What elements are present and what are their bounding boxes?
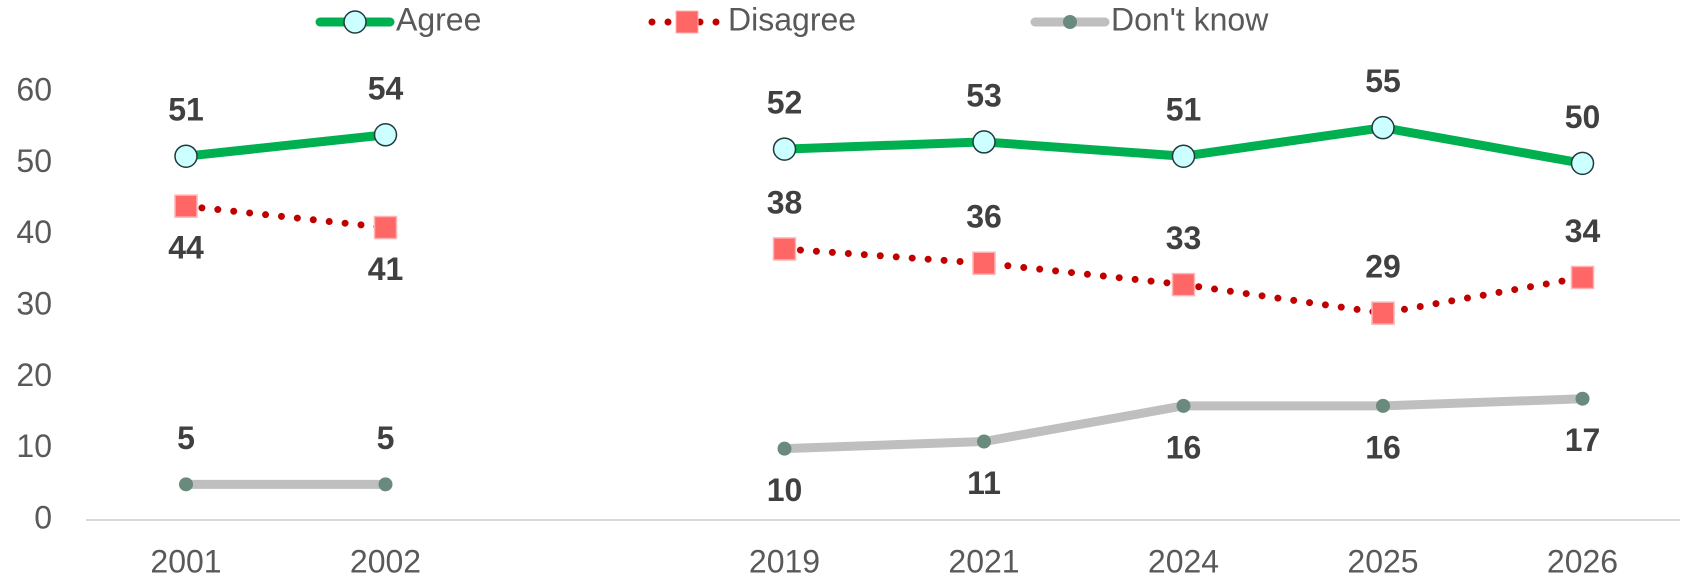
data-label: 5 <box>377 420 395 456</box>
legend-marker <box>1063 15 1077 29</box>
data-label: 54 <box>368 70 404 106</box>
data-label: 44 <box>168 230 204 266</box>
marker <box>1176 398 1191 413</box>
series-line <box>182 202 389 232</box>
data-label: 16 <box>1166 429 1202 465</box>
y-tick-label: 10 <box>16 428 52 464</box>
x-tick-label: 2024 <box>1148 543 1219 579</box>
marker <box>179 477 193 492</box>
data-label: 34 <box>1565 213 1601 249</box>
x-tick-label: 2002 <box>350 543 421 579</box>
marker <box>772 137 797 161</box>
data-label: 41 <box>368 251 404 287</box>
marker <box>772 237 797 261</box>
data-label: 11 <box>967 465 1001 501</box>
marker <box>1171 272 1196 297</box>
y-tick-label: 20 <box>16 357 52 393</box>
y-tick-label: 50 <box>16 143 52 179</box>
marker <box>777 441 792 456</box>
marker <box>378 477 393 492</box>
marker <box>174 194 198 218</box>
data-label: 50 <box>1565 99 1601 135</box>
data-label: 10 <box>767 472 803 508</box>
legend-label: Agree <box>396 1 481 37</box>
data-label: 29 <box>1365 249 1401 285</box>
x-tick-label: 2001 <box>150 543 221 579</box>
y-tick-label: 60 <box>16 71 52 107</box>
marker <box>373 123 398 147</box>
marker <box>1371 301 1395 325</box>
data-label: 53 <box>966 77 1002 113</box>
marker <box>1575 391 1590 406</box>
data-label: 55 <box>1365 63 1401 99</box>
marker <box>1376 398 1390 413</box>
data-label: 38 <box>767 184 803 220</box>
x-tick-label: 2019 <box>749 543 820 579</box>
data-label: 16 <box>1365 429 1401 465</box>
data-label: 51 <box>168 92 204 128</box>
x-tick-label: 2026 <box>1547 543 1618 579</box>
marker <box>1570 151 1595 176</box>
y-tick-label: 0 <box>34 499 52 535</box>
legend-marker <box>343 10 367 34</box>
legend-label: Disagree <box>728 1 856 37</box>
marker <box>1570 265 1595 290</box>
marker <box>977 434 991 449</box>
legend-marker <box>675 10 699 34</box>
data-label: 17 <box>1565 422 1601 458</box>
x-tick-label: 2021 <box>948 543 1019 579</box>
data-label: 33 <box>1166 220 1202 256</box>
data-label: 5 <box>177 420 195 456</box>
marker <box>972 251 996 275</box>
series-line <box>181 130 390 161</box>
y-tick-label: 30 <box>16 285 52 321</box>
y-tick-label: 40 <box>16 214 52 250</box>
marker <box>1171 144 1196 168</box>
marker <box>373 215 398 240</box>
data-label: 51 <box>1166 92 1202 128</box>
legend-label: Don't know <box>1111 1 1269 37</box>
data-label: 52 <box>767 85 803 121</box>
marker <box>174 144 198 168</box>
marker <box>972 130 996 154</box>
marker <box>1371 115 1395 140</box>
data-label: 36 <box>966 199 1002 235</box>
x-tick-label: 2025 <box>1347 543 1418 579</box>
